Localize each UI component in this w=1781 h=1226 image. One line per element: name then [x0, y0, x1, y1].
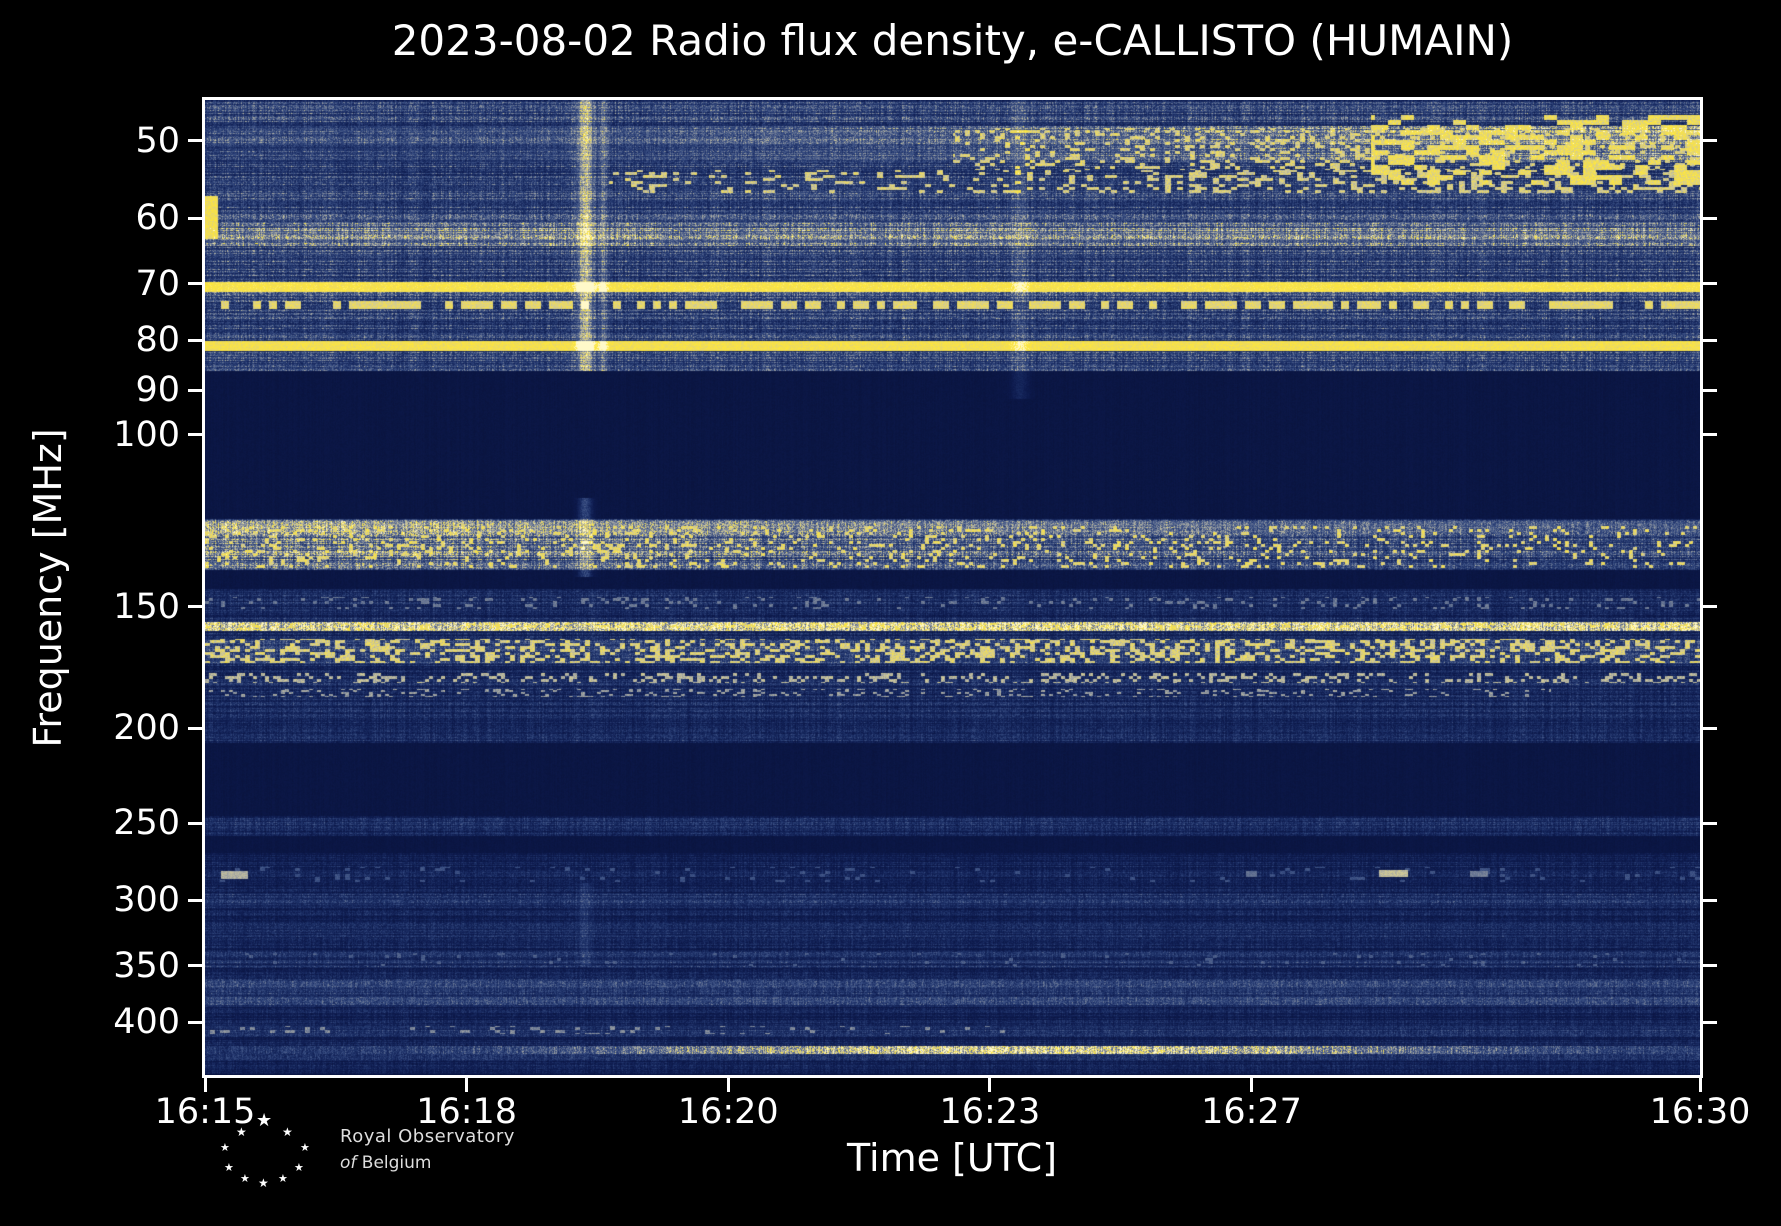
y-tick-mark-left: [188, 1020, 202, 1024]
star-icon: ★: [220, 1141, 230, 1154]
y-tick-mark-left: [188, 388, 202, 392]
x-tick-mark: [1698, 1078, 1702, 1092]
y-tick-label: 400: [113, 1002, 180, 1043]
star-icon: ★: [256, 1110, 273, 1131]
y-tick-mark-right: [1703, 216, 1717, 220]
x-tick-mark: [726, 1078, 730, 1092]
rob-star-circle-icon: ★ ★ ★ ★ ★ ★ ★ ★ ★ ★: [212, 1112, 322, 1202]
y-tick-mark-right: [1703, 964, 1717, 968]
y-tick-mark-right: [1703, 282, 1717, 286]
y-tick-mark-right: [1703, 1020, 1717, 1024]
y-tick-mark-left: [188, 216, 202, 220]
x-tick-label: 16:27: [1201, 1092, 1302, 1132]
y-tick-label: 150: [113, 586, 180, 627]
y-tick-mark-left: [188, 605, 202, 609]
x-tick-label: 16:23: [939, 1092, 1041, 1132]
rob-logo-line2-belgium: Belgium: [356, 1153, 432, 1173]
rob-logo-text: Royal Observatory of Belgium: [340, 1126, 515, 1173]
y-tick-label: 250: [113, 803, 180, 844]
star-icon: ★: [294, 1161, 304, 1174]
y-tick-mark-left: [188, 282, 202, 286]
y-tick-mark-right: [1703, 821, 1717, 825]
spectrogram-canvas: [205, 100, 1700, 1075]
x-tick-label: 16:18: [416, 1092, 518, 1132]
chart-title: 2023-08-02 Radio flux density, e-CALLIST…: [391, 16, 1514, 65]
x-tick-label: 16:20: [677, 1092, 779, 1132]
rob-logo-line1: Royal Observatory: [340, 1126, 515, 1147]
star-icon: ★: [282, 1125, 293, 1139]
x-tick-label: 16:15: [154, 1092, 256, 1132]
y-tick-mark-right: [1703, 433, 1717, 437]
rob-logo-line2: of Belgium: [340, 1153, 515, 1173]
y-tick-label: 350: [113, 945, 180, 986]
y-tick-mark-right: [1703, 338, 1717, 342]
x-tick-mark: [465, 1078, 469, 1092]
star-icon: ★: [236, 1125, 247, 1139]
y-tick-mark-left: [188, 139, 202, 143]
y-tick-mark-left: [188, 433, 202, 437]
x-tick-mark: [203, 1078, 207, 1092]
y-tick-label: 90: [135, 370, 180, 411]
y-tick-mark-right: [1703, 726, 1717, 730]
rob-logo-line2-of: of: [340, 1153, 357, 1173]
y-tick-mark-left: [188, 726, 202, 730]
y-tick-label: 200: [113, 708, 180, 749]
y-tick-label: 300: [113, 880, 180, 921]
y-tick-mark-left: [188, 964, 202, 968]
y-tick-mark-left: [188, 821, 202, 825]
y-tick-mark-left: [188, 898, 202, 902]
y-tick-label: 70: [135, 263, 180, 304]
plot-area: [205, 100, 1700, 1075]
y-tick-label: 100: [113, 414, 180, 455]
y-tick-mark-right: [1703, 139, 1717, 143]
star-icon: ★: [224, 1161, 234, 1174]
y-tick-label: 60: [135, 198, 180, 239]
y-tick-mark-left: [188, 338, 202, 342]
star-icon: ★: [240, 1172, 250, 1185]
x-axis-label: Time [UTC]: [846, 1136, 1058, 1180]
y-tick-label: 50: [135, 120, 180, 161]
rob-logo: ★ ★ ★ ★ ★ ★ ★ ★ ★ ★ Royal Observatory of…: [212, 1112, 642, 1212]
star-icon: ★: [258, 1176, 269, 1190]
y-tick-mark-right: [1703, 898, 1717, 902]
y-tick-mark-right: [1703, 388, 1717, 392]
star-icon: ★: [300, 1141, 310, 1154]
y-tick-mark-right: [1703, 605, 1717, 609]
x-tick-label: 16:30: [1649, 1092, 1751, 1132]
star-icon: ★: [278, 1172, 288, 1185]
x-tick-mark: [1250, 1078, 1253, 1092]
x-tick-mark: [988, 1078, 992, 1092]
y-tick-label: 80: [135, 320, 180, 361]
